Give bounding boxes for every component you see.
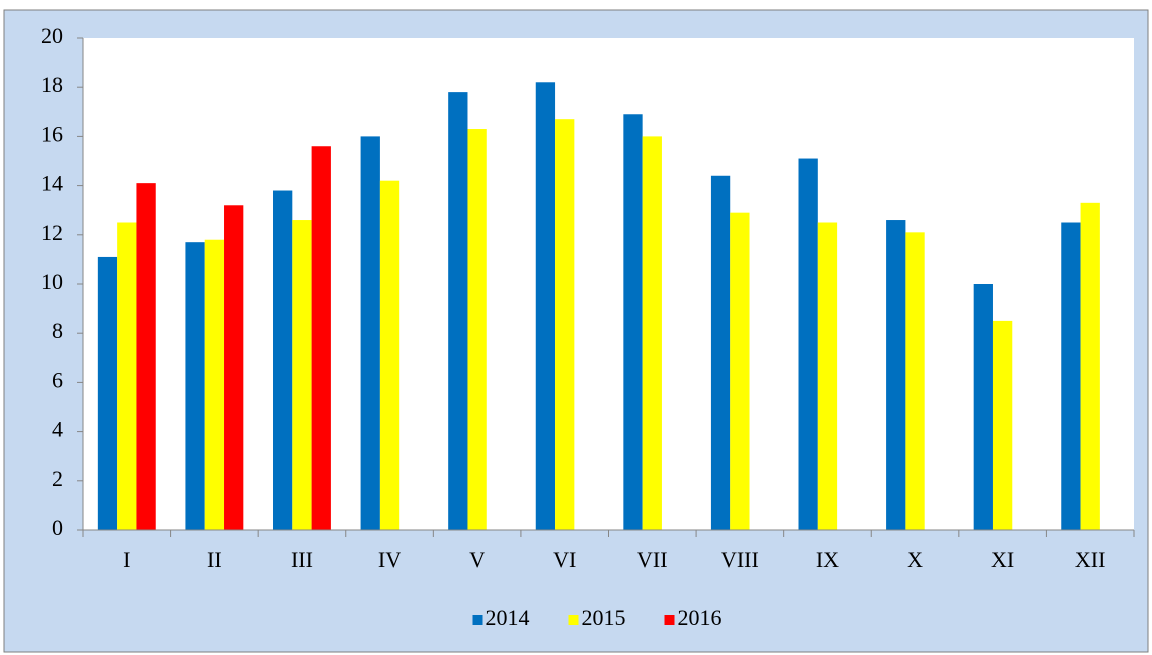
x-tick-label: X <box>907 547 923 572</box>
bar <box>204 239 225 530</box>
bar <box>273 190 293 530</box>
x-tick-label: VII <box>637 547 668 572</box>
bar <box>379 180 400 530</box>
y-tick-label: 6 <box>52 367 63 392</box>
y-tick-label: 2 <box>52 466 63 491</box>
legend-label: 2014 <box>486 605 530 630</box>
bar <box>817 222 838 530</box>
legend-swatch <box>568 615 579 625</box>
x-tick-label: III <box>291 547 313 572</box>
y-tick-label: 16 <box>41 121 63 146</box>
x-tick-label: VI <box>553 547 576 572</box>
x-tick-label: II <box>207 547 222 572</box>
bar <box>185 242 205 530</box>
x-tick-label: V <box>469 547 485 572</box>
bar <box>360 136 380 530</box>
legend-swatch <box>472 615 483 625</box>
bar <box>992 320 1013 530</box>
bar <box>97 256 118 530</box>
bar <box>973 284 993 530</box>
y-tick-label: 10 <box>41 269 63 294</box>
x-tick-label: XII <box>1075 547 1106 572</box>
bar <box>623 114 643 530</box>
y-tick-label: 12 <box>41 220 63 245</box>
bar <box>730 212 750 530</box>
y-tick-label: 0 <box>52 515 63 540</box>
bar <box>311 146 331 531</box>
x-tick-label: VIII <box>721 547 759 572</box>
legend-label: 2015 <box>582 605 626 630</box>
bar <box>117 222 137 530</box>
bar <box>710 175 731 530</box>
bar <box>136 183 156 530</box>
bar <box>642 136 662 530</box>
bar <box>905 232 925 530</box>
legend-swatch <box>664 615 675 625</box>
bar <box>467 129 487 530</box>
bar <box>535 82 556 530</box>
legend-label: 2016 <box>678 605 722 630</box>
bar <box>1080 202 1100 530</box>
bar <box>224 205 244 530</box>
bar <box>448 92 468 531</box>
plot-area <box>83 38 1134 530</box>
x-tick-label: I <box>123 547 130 572</box>
y-tick-label: 20 <box>41 23 63 48</box>
bar <box>555 119 575 531</box>
x-tick-label: XI <box>991 547 1014 572</box>
bar <box>1061 222 1081 530</box>
bar <box>292 220 312 531</box>
x-tick-label: IX <box>816 547 839 572</box>
x-tick-label: IV <box>378 547 401 572</box>
bar <box>798 158 818 531</box>
y-tick-label: 14 <box>41 171 63 196</box>
y-tick-label: 4 <box>52 417 63 442</box>
y-tick-label: 18 <box>41 72 63 97</box>
y-tick-label: 8 <box>52 318 63 343</box>
bar <box>886 220 906 531</box>
